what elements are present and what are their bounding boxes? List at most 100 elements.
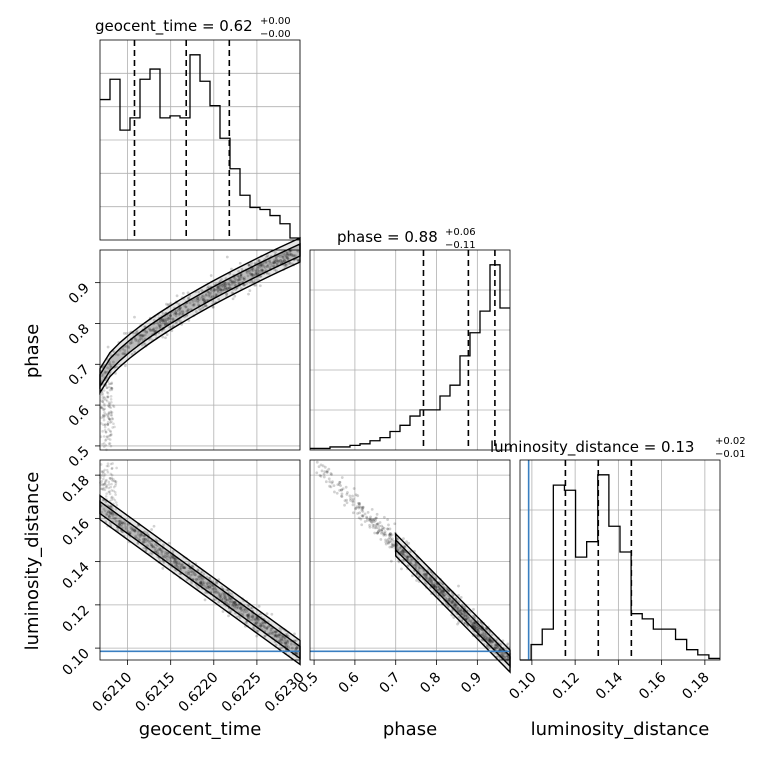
scatter-point (216, 590, 219, 594)
scatter-point (142, 539, 146, 543)
scatter-point (451, 599, 455, 603)
scatter-point (100, 487, 103, 491)
scatter-point (243, 283, 247, 287)
scatter-point (390, 543, 394, 547)
scatter-point (322, 475, 326, 479)
scatter-point (351, 503, 355, 507)
scatter-point (174, 312, 178, 316)
scatter-point (102, 413, 105, 417)
scatter-point (136, 542, 140, 545)
scatter-point (485, 627, 489, 631)
scatter-point (356, 512, 360, 515)
scatter-point (211, 587, 214, 591)
scatter-point (218, 594, 222, 598)
scatter-point (174, 314, 178, 318)
scatter-point (172, 556, 176, 560)
scatter-point (220, 585, 224, 589)
scatter-point (388, 536, 391, 539)
scatter-point (107, 510, 110, 514)
scatter-point (129, 526, 133, 529)
scatter-point (380, 528, 384, 532)
scatter-point (131, 528, 134, 532)
scatter-point (217, 600, 221, 604)
x-tick-label-phase: 0.8 (417, 670, 444, 697)
scatter-point (174, 561, 178, 565)
scatter-point (503, 655, 507, 659)
scatter-point (285, 633, 289, 636)
scatter-point (431, 573, 435, 577)
scatter-point (107, 514, 111, 517)
scatter-point (140, 533, 144, 537)
scatter-point (473, 625, 477, 628)
scatter-point (375, 522, 379, 526)
scatter-point (106, 421, 110, 424)
scatter-point (460, 609, 464, 613)
scatter-point (477, 627, 481, 631)
scatter-point (107, 404, 111, 408)
scatter-point (361, 505, 365, 509)
scatter-point (143, 333, 147, 337)
scatter-point (389, 537, 393, 541)
scatter-point (447, 589, 451, 593)
scatter-point (229, 610, 233, 613)
scatter-point (110, 382, 113, 386)
scatter-point (259, 622, 263, 626)
scatter-point (147, 327, 151, 331)
scatter-point (175, 294, 179, 298)
scatter-point (117, 522, 121, 526)
scatter-point (295, 639, 298, 642)
scatter-point (133, 529, 137, 533)
scatter-point (134, 332, 137, 335)
scatter-point (238, 261, 242, 265)
scatter-point (213, 590, 217, 594)
scatter-point (192, 303, 196, 307)
scatter-point (158, 326, 162, 330)
scatter-point (109, 511, 113, 515)
scatter-point (373, 531, 377, 535)
scatter-point (141, 334, 145, 338)
scatter-point (227, 282, 231, 286)
scatter-point (361, 509, 365, 513)
scatter-point (231, 280, 235, 284)
scatter-point (494, 643, 498, 647)
scatter-point (422, 573, 426, 577)
scatter-point (368, 517, 372, 521)
scatter-point (238, 281, 242, 285)
scatter-point (256, 621, 260, 624)
contour-inner-geocent-dist (99, 500, 301, 660)
scatter-point (278, 638, 282, 642)
scatter-point (154, 546, 157, 550)
scatter-point (222, 594, 226, 598)
scatter-point (223, 284, 227, 287)
scatter-point (108, 442, 112, 445)
scatter-point (109, 505, 113, 508)
scatter-point (161, 566, 165, 570)
scatter-point (107, 402, 111, 406)
scatter-point (115, 365, 119, 369)
scatter-point (345, 498, 348, 502)
scatter-point (206, 586, 209, 589)
scatter-point (104, 479, 108, 483)
scatter-point (169, 559, 173, 563)
scatter-point (261, 263, 265, 267)
scatter-point (254, 268, 257, 272)
scatter-point (407, 541, 411, 545)
scatter-point (283, 637, 287, 641)
scatter-point (398, 546, 402, 550)
scatter-point (112, 485, 116, 489)
scatter-point (276, 259, 279, 263)
scatter-point (262, 624, 265, 628)
scatter-point (149, 543, 153, 547)
scatter-point (283, 641, 287, 645)
scatter-point (221, 288, 225, 292)
scatter-point (139, 532, 143, 536)
scatter-point (452, 603, 456, 607)
scatter-point (465, 614, 469, 618)
scatter-point (415, 579, 418, 582)
scatter-point (247, 292, 250, 296)
scatter-point (152, 545, 155, 549)
scatter-point (143, 530, 146, 534)
scatter-point (111, 462, 114, 465)
scatter-point (220, 592, 224, 596)
scatter-point (417, 566, 421, 570)
